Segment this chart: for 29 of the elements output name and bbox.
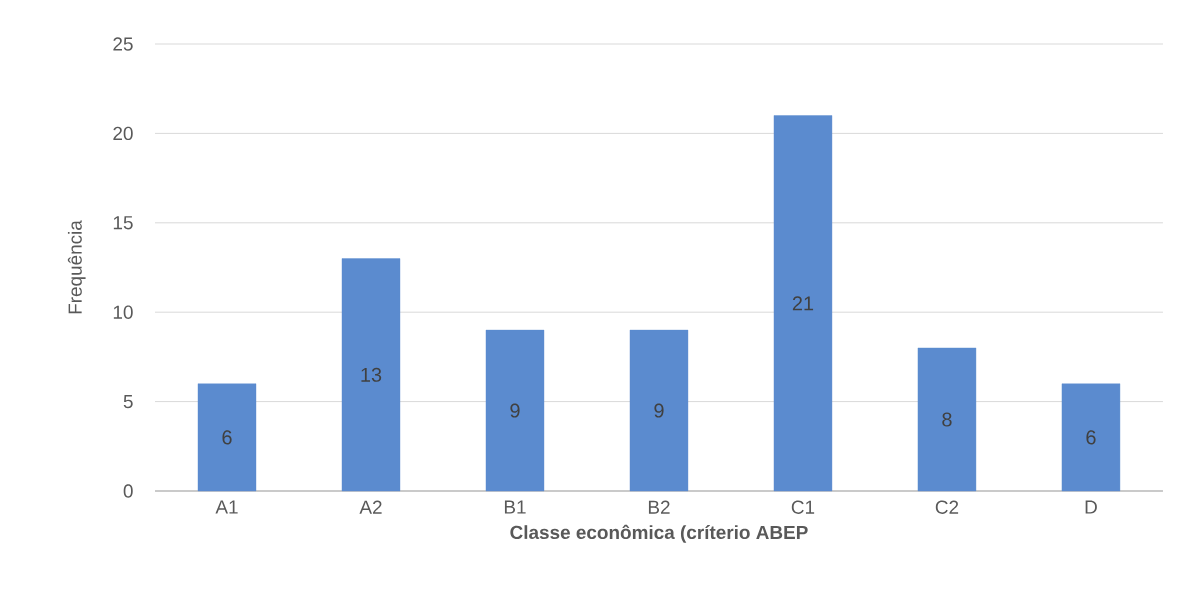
y-tick-label: 10 [113,305,133,319]
y-axis-title: Frequência [67,220,86,314]
bar [1061,383,1121,492]
data-label: 13 [361,367,382,382]
y-tick-label: 25 [113,37,133,51]
x-tick-label: D [1085,500,1097,514]
data-label: 6 [1086,430,1096,445]
data-label: 9 [510,403,520,418]
x-tick-label: A2 [359,500,382,514]
x-tick-label: C2 [935,500,959,514]
bar [341,258,401,492]
x-axis-title: Classe econômica (críterio ABEP [510,524,808,543]
x-tick-label: B1 [504,500,526,514]
x-tick-label: C1 [791,500,815,514]
x-tick-label: B2 [648,500,670,514]
bar [917,347,977,492]
bar [197,383,257,492]
data-label: 21 [792,296,814,311]
data-label: 8 [942,412,952,427]
y-tick-label: 15 [113,216,133,230]
bar [485,329,545,492]
y-tick-label: 0 [123,484,133,498]
x-tick-label: A1 [215,500,238,514]
y-tick-label: 20 [113,126,133,141]
bar [629,329,689,492]
y-tick-label: 5 [123,395,133,409]
data-label: 6 [222,430,232,445]
bar [773,115,833,492]
data-label: 9 [654,403,664,418]
